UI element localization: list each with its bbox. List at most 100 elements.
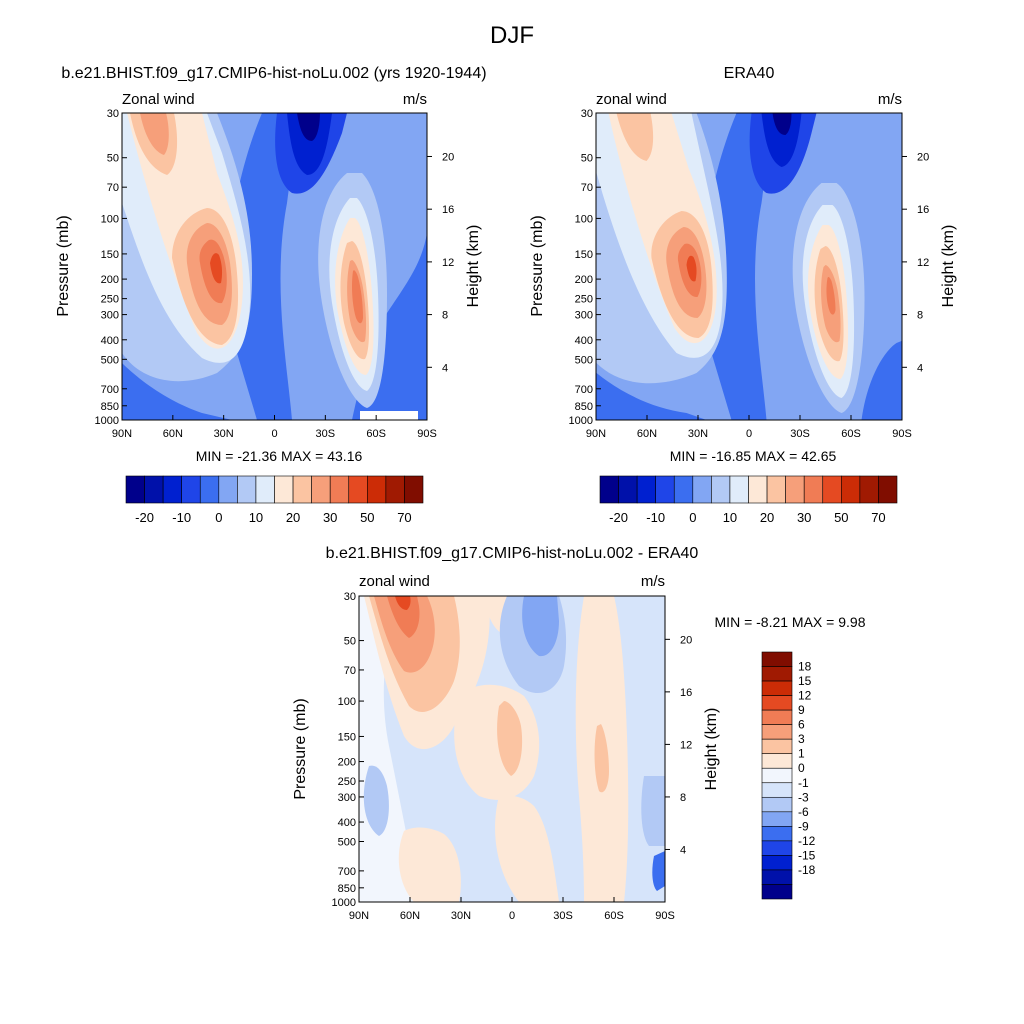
y-right-tick-label: 16 [917, 204, 929, 216]
colorbar-label: 70 [397, 510, 411, 525]
x-tick-label: 90N [586, 428, 606, 440]
y-axis-right-title: Height (km) [703, 708, 720, 791]
field-layer [363, 765, 389, 836]
colorbar-swatch [761, 724, 793, 740]
field-layer [228, 113, 297, 420]
variable-label: Zonal wind [122, 91, 195, 108]
y-axis-title: Pressure (mb) [529, 215, 546, 316]
y-axis-title: Pressure (mb) [292, 698, 309, 799]
colorbar-label: -9 [798, 819, 809, 833]
y-right-tick-label: 12 [442, 257, 454, 269]
contour-plot [596, 113, 902, 420]
y-axis-title: Pressure (mb) [55, 215, 72, 316]
variable-label: zonal wind [359, 573, 430, 590]
colorbar-swatch [761, 695, 793, 711]
colorbar-swatch [404, 475, 424, 504]
y-tick-label: 70 [107, 182, 119, 194]
colorbar-swatch [599, 475, 619, 504]
y-axis-left: 30 50 70 100 150 200 250 300 400 500 700 850 1000 [569, 108, 601, 427]
min-max-label: MIN = -8.21 MAX = 9.98 [715, 614, 866, 630]
panel-title: b.e21.BHIST.f09_g17.CMIP6-hist-noLu.002 … [61, 65, 486, 82]
colorbar-swatch [729, 475, 749, 504]
colorbar-swatch [692, 475, 712, 504]
x-tick-label: 60S [841, 428, 861, 440]
y-tick-label: 700 [338, 866, 356, 878]
x-axis: 90N 60N 30N 0 30S 60S 90S [586, 415, 912, 440]
colorbar-label: -18 [798, 863, 816, 877]
x-axis: 90N 60N 30N 0 30S 60S 90S [349, 897, 675, 922]
y-tick-label: 50 [344, 636, 356, 648]
y-tick-label: 200 [338, 757, 356, 769]
y-tick-label: 850 [575, 401, 593, 413]
y-tick-label: 400 [101, 335, 119, 347]
units-label: m/s [878, 91, 902, 108]
colorbar-label: 10 [249, 510, 263, 525]
colorbar-label: -3 [798, 790, 809, 804]
colorbar-label: 0 [215, 510, 222, 525]
colorbar-swatch [761, 855, 793, 871]
colorbar-label: 30 [797, 510, 811, 525]
y-right-tick-label: 20 [442, 151, 454, 163]
y-axis-left: 30 50 70 100 150 200 250 300 400 500 700 850 1000 [332, 591, 364, 909]
colorbar-label: 1 [798, 747, 805, 761]
colorbar-swatch [748, 475, 768, 504]
colorbar-swatch [367, 475, 387, 504]
field-layer [210, 253, 223, 284]
y-tick-label: 1000 [332, 897, 356, 909]
colorbar-swatch [255, 475, 275, 504]
colorbar-label: 30 [323, 510, 337, 525]
colorbar-swatch [878, 475, 898, 504]
y-right-tick-label: 8 [442, 310, 448, 322]
y-axis-right-title: Height (km) [465, 225, 482, 308]
y-right-tick-label: 16 [680, 687, 692, 699]
field-layer [616, 113, 654, 161]
colorbar-label: 50 [360, 510, 374, 525]
y-tick-label: 250 [338, 776, 356, 788]
colorbar-label: -1 [798, 776, 809, 790]
colorbar-label: -12 [798, 834, 816, 848]
colorbar-label: 70 [871, 510, 885, 525]
colorbar-swatch [761, 680, 793, 696]
y-tick-label: 700 [101, 384, 119, 396]
figure-title: DJF [490, 22, 534, 49]
y-tick-label: 400 [575, 335, 593, 347]
panel-title: b.e21.BHIST.f09_g17.CMIP6-hist-noLu.002 … [326, 545, 699, 562]
x-tick-label: 60S [366, 428, 386, 440]
colorbar-label: -6 [798, 805, 809, 819]
colorbar-label: 9 [798, 703, 805, 717]
colorbar-label: 6 [798, 718, 805, 732]
x-tick-label: 30S [790, 428, 810, 440]
y-tick-label: 300 [338, 792, 356, 804]
colorbar-label: -20 [135, 510, 154, 525]
x-tick-label: 90S [892, 428, 912, 440]
y-axis-left: 30 50 70 100 150 200 250 300 400 500 700 850 1000 [95, 108, 127, 427]
field-layer [761, 113, 802, 167]
colorbar-swatch [761, 811, 793, 827]
y-tick-label: 200 [575, 274, 593, 286]
colorbar-swatch [292, 475, 312, 504]
y-tick-label: 30 [344, 591, 356, 603]
x-tick-label: 30N [451, 910, 471, 922]
colorbar-swatch [785, 475, 805, 504]
field-layer [703, 113, 772, 420]
colorbar-swatch [199, 475, 220, 504]
colorbar-label: 20 [286, 510, 300, 525]
colorbar-swatch [803, 475, 824, 504]
y-tick-label: 500 [338, 837, 356, 849]
colorbar-label: -15 [798, 848, 816, 862]
y-right-tick-label: 12 [917, 257, 929, 269]
variable-label: zonal wind [596, 91, 667, 108]
y-axis-right: 20 16 12 8 4 [427, 151, 454, 374]
colorbar-swatch [761, 738, 793, 755]
colorbar-swatch [144, 475, 164, 504]
colorbar-swatch [618, 475, 638, 504]
y-tick-label: 1000 [569, 415, 593, 427]
colorbar-swatch [385, 475, 405, 504]
y-tick-label: 30 [581, 108, 593, 120]
colorbar-swatch [761, 767, 793, 784]
colorbar-swatch [761, 753, 793, 769]
field-layer [826, 277, 836, 315]
colorbar-label: 10 [723, 510, 737, 525]
y-tick-label: 150 [338, 731, 356, 743]
